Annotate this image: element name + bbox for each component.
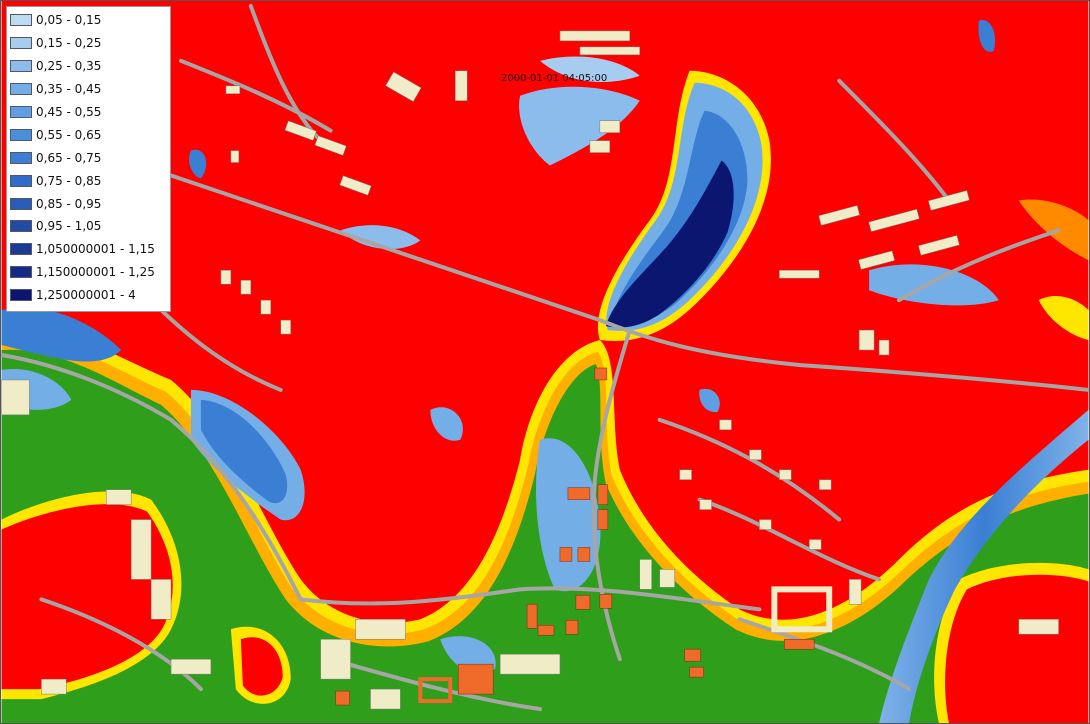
legend-item: 0,15 - 0,25 [10, 32, 167, 55]
legend-label: 1,250000001 - 4 [36, 288, 136, 303]
legend-item: 0,35 - 0,45 [10, 78, 167, 101]
legend-label: 0,15 - 0,25 [36, 36, 102, 51]
legend-label: 0,25 - 0,35 [36, 59, 102, 74]
legend-item: 0,55 - 0,65 [10, 123, 167, 146]
road-network [1, 3, 1089, 712]
river [879, 409, 1089, 723]
legend-label: 0,85 - 0,95 [36, 196, 102, 211]
map-timestamp: 2000-01-01 04:05:00 [501, 73, 608, 84]
legend-item: 0,85 - 0,95 [10, 192, 167, 215]
legend-swatch [10, 83, 32, 96]
legend-swatch [10, 14, 32, 27]
legend-swatch [10, 243, 32, 256]
legend-label: 1,150000001 - 1,25 [36, 265, 155, 280]
water-pools [1, 19, 1089, 673]
legend-item: 0,25 - 0,35 [10, 55, 167, 78]
legend-label: 0,55 - 0,65 [36, 127, 102, 142]
legend-label: 0,65 - 0,75 [36, 150, 102, 165]
legend-label: 0,35 - 0,45 [36, 82, 102, 97]
legend-item: 0,45 - 0,55 [10, 101, 167, 124]
legend-swatch [10, 128, 32, 141]
legend-label: 0,05 - 0,15 [36, 13, 102, 28]
legend-label: 0,75 - 0,85 [36, 173, 102, 188]
depth-legend: 0,05 - 0,15 0,15 - 0,25 0,25 - 0,35 0,35 - … [6, 6, 171, 312]
legend-swatch [10, 289, 32, 302]
buildings [1, 30, 1059, 710]
legend-item: 1,050000001 - 1,15 [10, 238, 167, 261]
legend-swatch [10, 60, 32, 73]
legend-item: 0,65 - 0,75 [10, 146, 167, 169]
legend-label: 0,45 - 0,55 [36, 105, 102, 119]
legend-item: 0,75 - 0,85 [10, 169, 167, 192]
legend-label: 1,050000001 - 1,15 [36, 242, 155, 257]
reservoir [597, 70, 771, 342]
flooded-buildings [335, 367, 815, 706]
legend-swatch [10, 106, 32, 118]
legend-swatch [10, 266, 32, 279]
legend-label: 0,95 - 1,05 [36, 219, 102, 234]
legend-swatch [10, 174, 32, 187]
legend-item: 0,05 - 0,15 [10, 9, 167, 32]
legend-item: 1,250000001 - 4 [10, 284, 167, 307]
legend-swatch [10, 197, 32, 210]
legend-item: 1,150000001 - 1,25 [10, 261, 167, 284]
legend-item: 0,95 - 1,05 [10, 215, 167, 238]
legend-swatch [10, 151, 32, 164]
legend-swatch [10, 220, 32, 233]
high-ground-islands [1, 491, 1089, 723]
legend-swatch [10, 37, 32, 50]
